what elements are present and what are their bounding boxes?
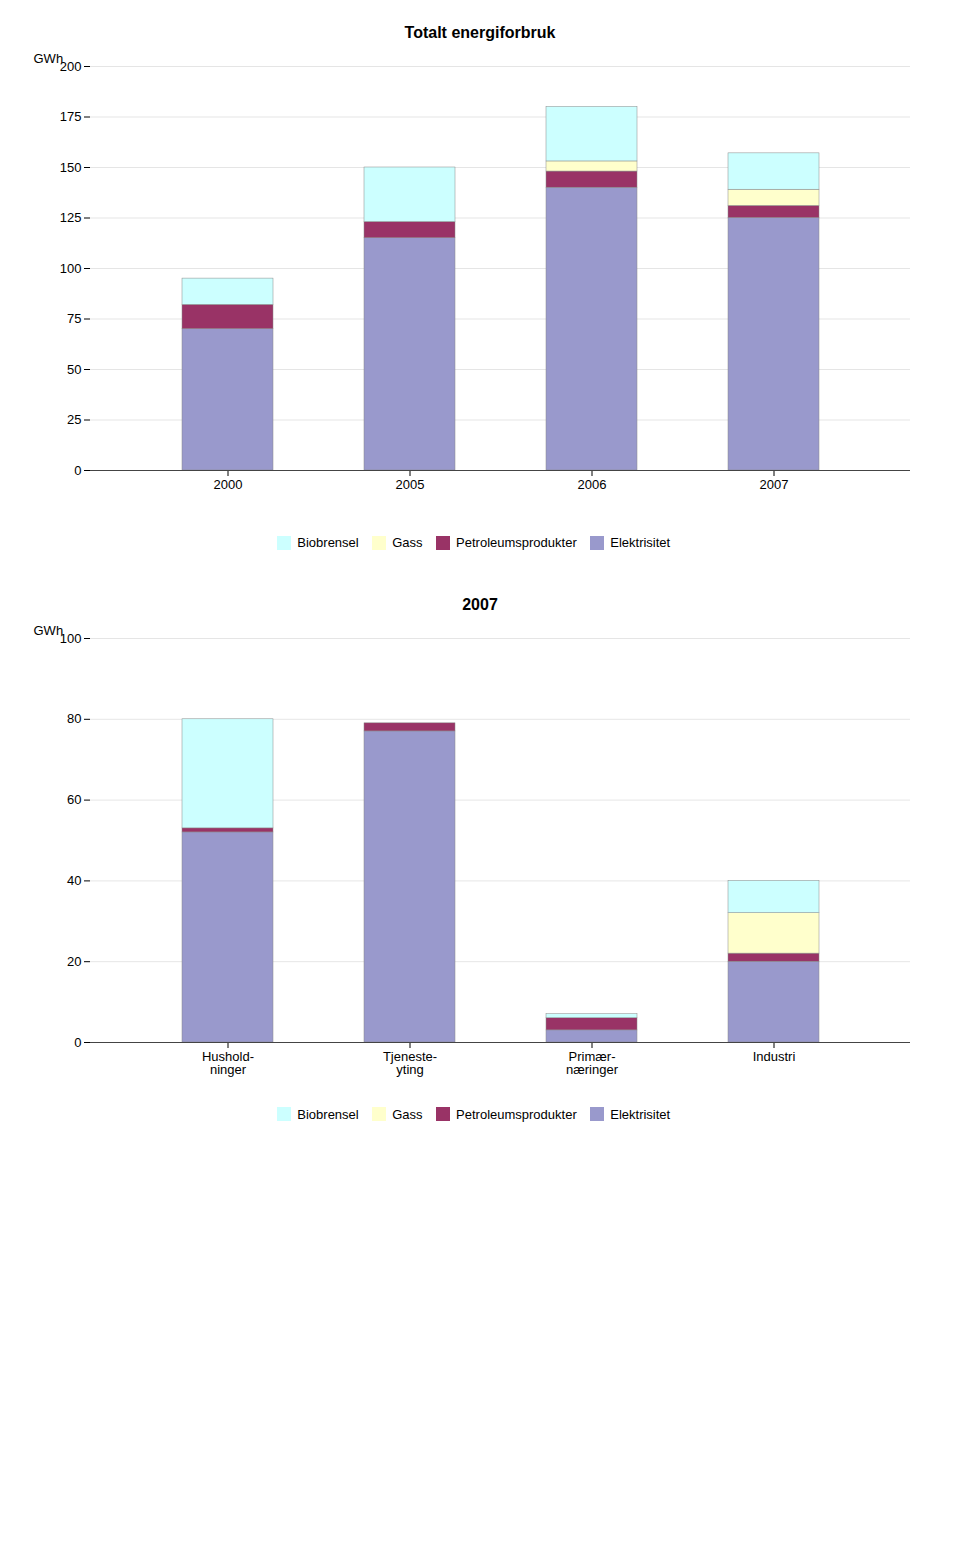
svg-text:Tjeneste-yting: Tjeneste-yting (383, 1048, 437, 1076)
html-text:Biobrensel: Biobrensel (297, 1106, 359, 1122)
svg-text:150: 150 (60, 160, 82, 175)
html-text:Petroleumsprodukter: Petroleumsprodukter (456, 1106, 577, 1122)
svg-text:GWh: GWh (34, 51, 64, 66)
html-text:Elektrisitet: Elektrisitet (610, 535, 671, 550)
svg-text:Hushold-ninger: Hushold-ninger (202, 1048, 254, 1076)
svg-text:175: 175 (60, 109, 82, 124)
svg-text:Primær-næringer: Primær-næringer (566, 1048, 619, 1076)
svg-text:2007: 2007 (760, 477, 789, 492)
svg-text:0: 0 (74, 463, 81, 478)
html-text:Gass: Gass (392, 535, 423, 550)
svg-text:2005: 2005 (396, 477, 425, 492)
svg-text:Industri: Industri (753, 1048, 796, 1063)
html-text:2007: 2007 (462, 595, 498, 613)
svg-text:40: 40 (67, 873, 81, 888)
html-text:Biobrensel: Biobrensel (297, 535, 359, 550)
svg-text:80: 80 (67, 711, 81, 726)
svg-text:75: 75 (67, 311, 81, 326)
svg-text:GWh: GWh (34, 622, 64, 637)
html-text:Petroleumsprodukter: Petroleumsprodukter (456, 535, 577, 550)
html-text:Elektrisitet: Elektrisitet (610, 1106, 671, 1122)
svg-text:100: 100 (60, 261, 82, 276)
svg-text:20: 20 (67, 953, 81, 968)
svg-text:25: 25 (67, 412, 81, 427)
svg-text:60: 60 (67, 792, 81, 807)
svg-text:2000: 2000 (214, 477, 243, 492)
svg-text:0: 0 (74, 1034, 81, 1049)
html-text:Gass: Gass (392, 1106, 423, 1122)
html-text:Totalt energiforbruk: Totalt energiforbruk (404, 24, 556, 41)
svg-text:2006: 2006 (578, 477, 607, 492)
svg-text:200: 200 (59, 58, 82, 74)
svg-text:125: 125 (60, 210, 82, 225)
svg-text:100: 100 (59, 630, 82, 646)
svg-text:50: 50 (67, 362, 81, 377)
